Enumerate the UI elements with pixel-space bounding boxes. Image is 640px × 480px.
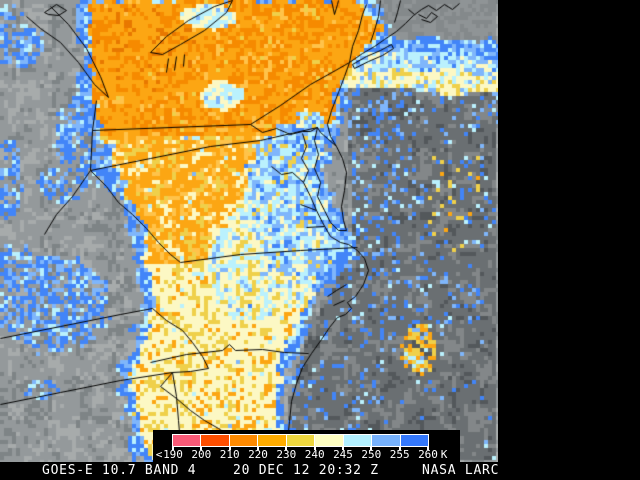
legend-tick-label: 220 xyxy=(248,448,268,461)
color-scale-legend: K <190 200 210 220 230 240 245 250 255 260 xyxy=(153,430,460,462)
legend-tick xyxy=(313,447,316,450)
timestamp-label: 20 DEC 12 20:32 Z xyxy=(233,463,379,478)
legend-tick xyxy=(257,447,259,450)
legend-tick-label: 240 xyxy=(304,448,325,461)
legend-color-swatch xyxy=(173,435,201,446)
legend-color-swatch xyxy=(400,435,428,446)
legend-tick-label: 245 xyxy=(333,448,353,461)
legend-tick xyxy=(228,447,231,450)
instrument-label: GOES-E 10.7 BAND 4 xyxy=(42,463,197,478)
legend-tick xyxy=(370,447,373,450)
legend-tick xyxy=(398,447,401,450)
legend-tick xyxy=(285,447,288,450)
legend-tick xyxy=(342,447,344,450)
legend-tick-label: 260 xyxy=(418,448,438,461)
legend-tick-label: 230 xyxy=(276,448,297,461)
legend-tick-label: 210 xyxy=(219,448,240,461)
legend-color-swatch xyxy=(201,435,229,446)
legend-color-bar xyxy=(172,434,429,447)
legend-tick xyxy=(172,447,174,450)
legend-tick xyxy=(427,447,429,450)
legend-tick-label: < xyxy=(155,448,163,461)
legend-tick-label: 255 xyxy=(389,448,410,461)
source-label: NASA LARC xyxy=(422,463,500,478)
legend-unit-label: K xyxy=(440,448,448,461)
legend-tick-label: 200 xyxy=(191,448,212,461)
legend-color-swatch xyxy=(343,435,372,446)
legend-tick xyxy=(200,447,203,450)
legend-color-swatch xyxy=(372,435,400,446)
legend-color-swatch xyxy=(315,435,343,446)
legend-tick-label: 190 xyxy=(163,448,183,461)
legend-color-swatch xyxy=(286,435,315,446)
legend-tick-label: 250 xyxy=(361,448,382,461)
satellite-image xyxy=(0,0,498,462)
status-bar: GOES-E 10.7 BAND 4 20 DEC 12 20:32 Z NAS… xyxy=(0,462,640,480)
legend-color-swatch xyxy=(258,435,286,446)
legend-color-swatch xyxy=(229,435,258,446)
